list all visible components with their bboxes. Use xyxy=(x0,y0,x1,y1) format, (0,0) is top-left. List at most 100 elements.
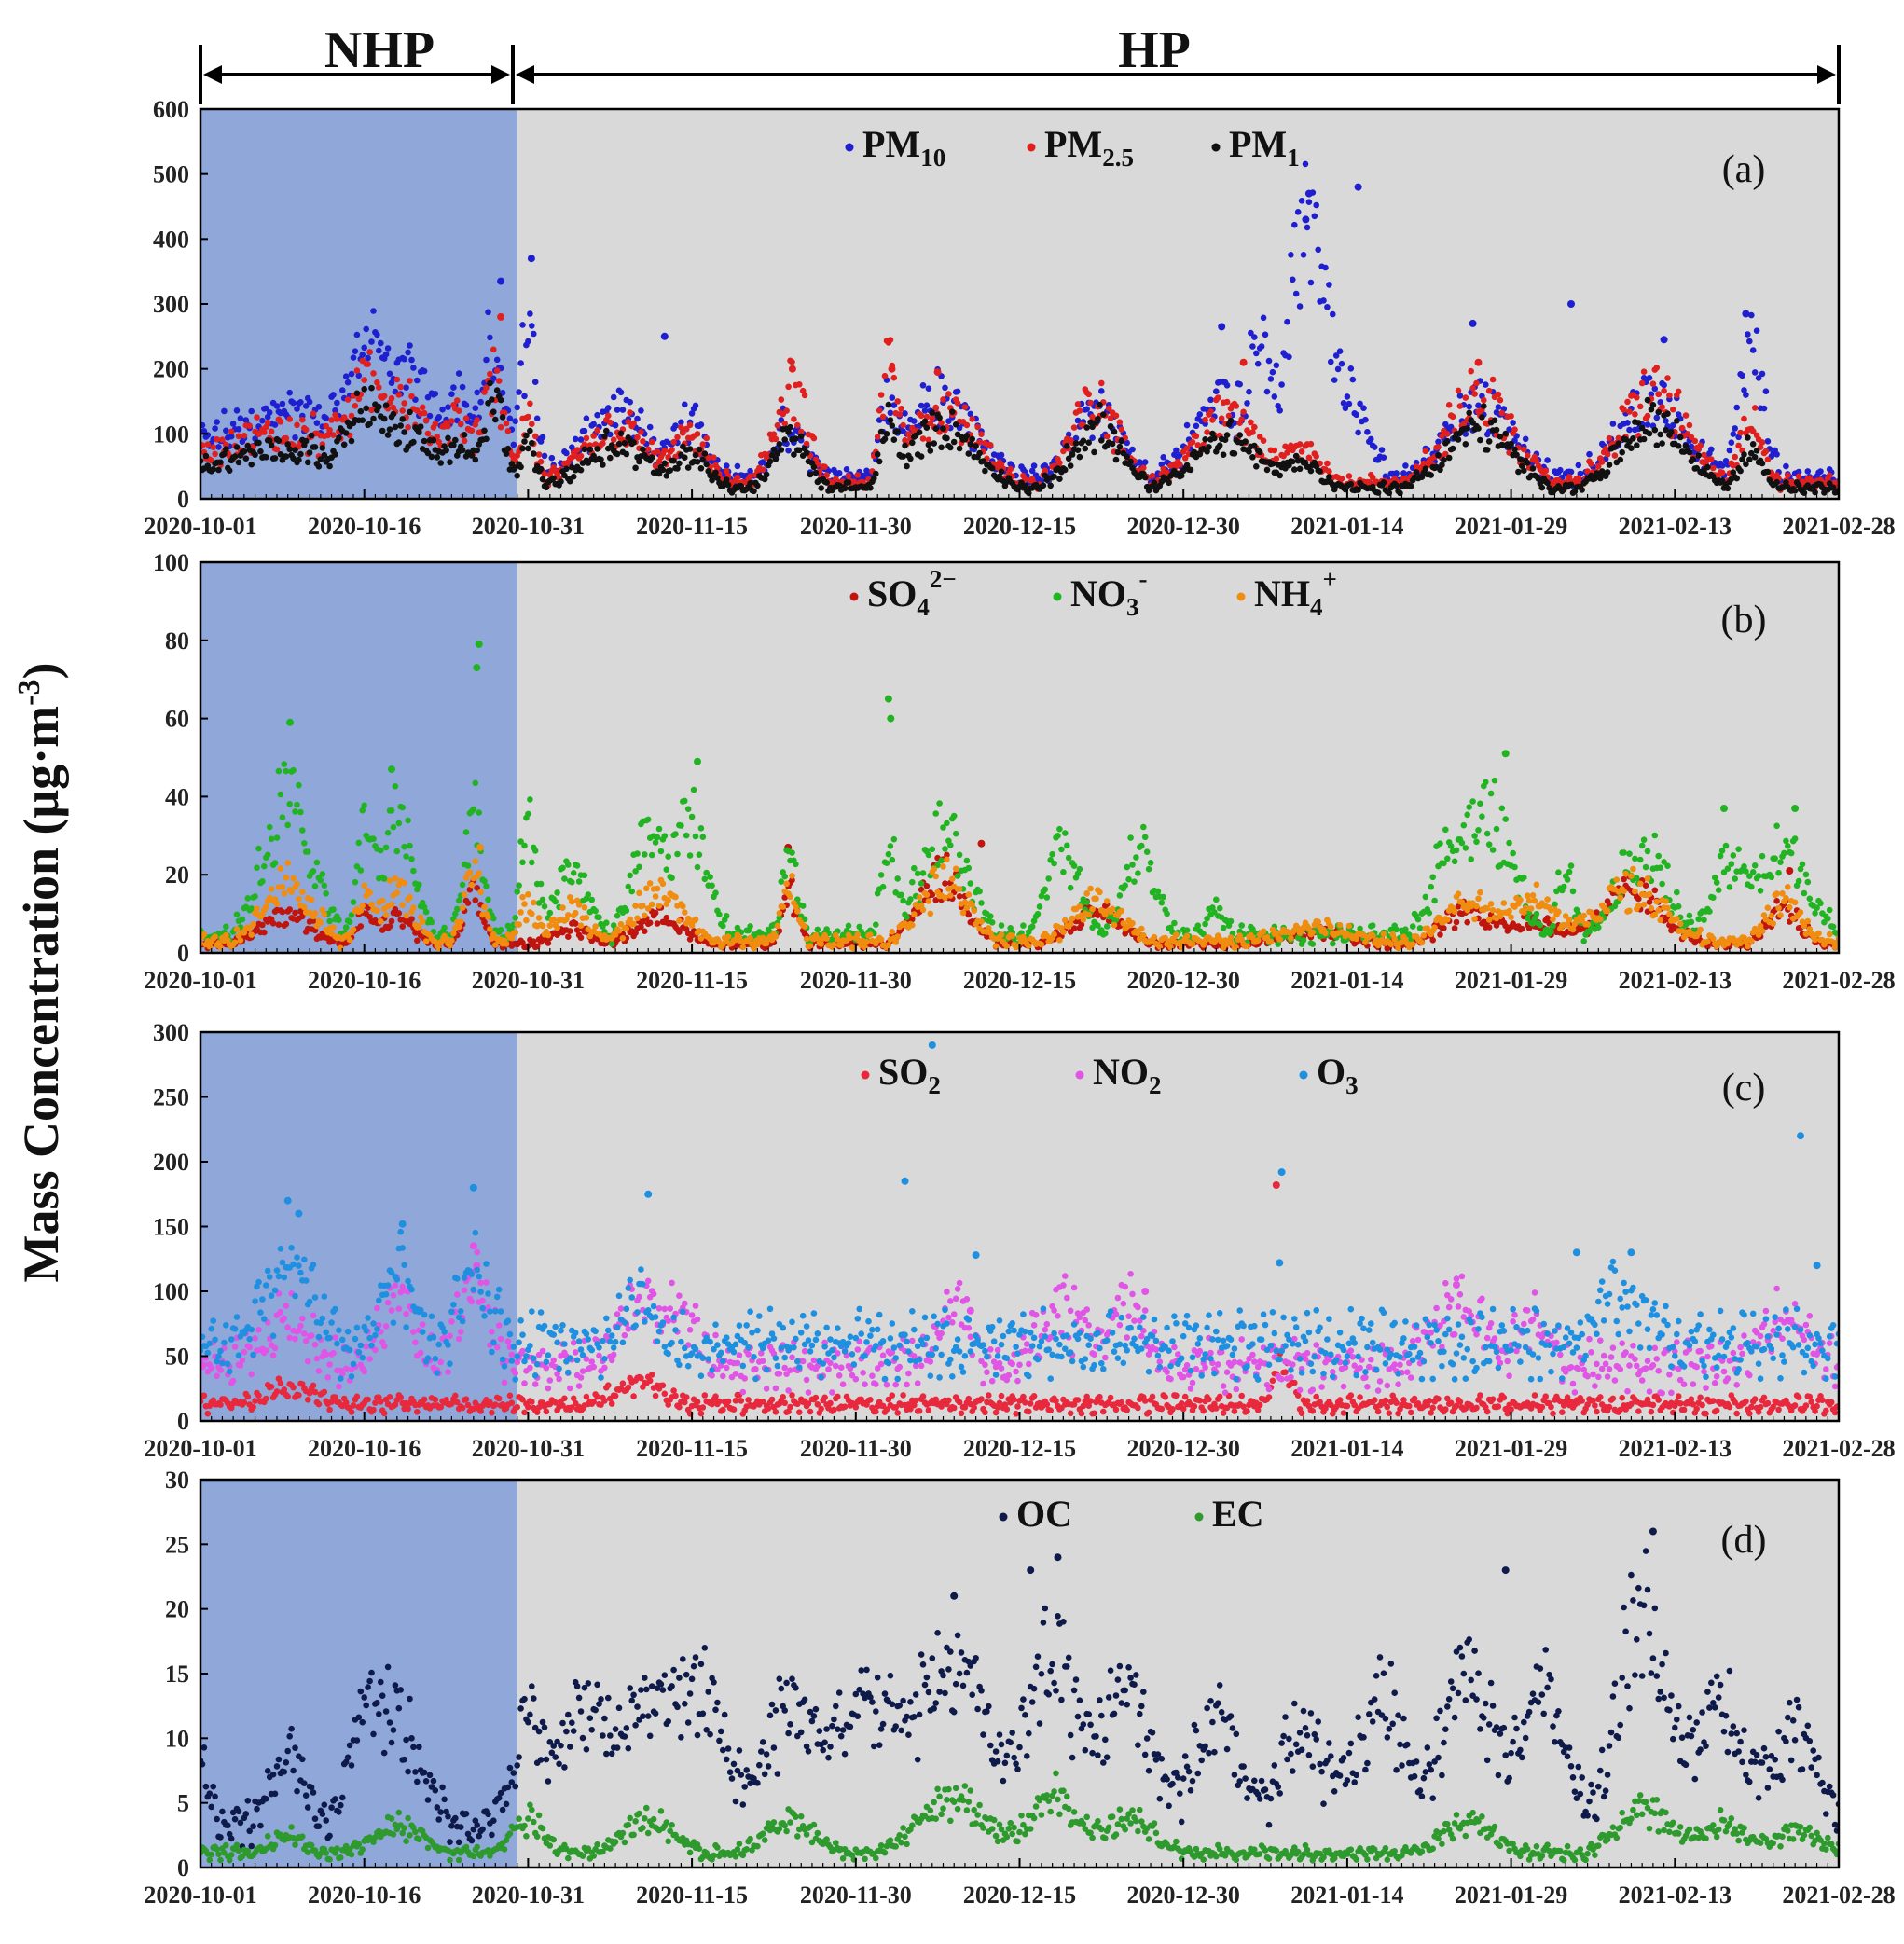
point xyxy=(1525,925,1533,931)
point xyxy=(919,382,927,389)
point xyxy=(410,438,417,446)
point xyxy=(1640,836,1648,843)
point xyxy=(1288,252,1294,258)
point xyxy=(493,367,501,374)
point xyxy=(1124,439,1130,447)
spike-point xyxy=(497,277,505,285)
point xyxy=(403,853,409,860)
point xyxy=(1485,438,1493,445)
point xyxy=(1269,461,1276,467)
point xyxy=(1263,466,1271,474)
point xyxy=(223,446,229,453)
point xyxy=(226,467,233,475)
point xyxy=(1204,915,1210,922)
point xyxy=(1533,910,1540,917)
point xyxy=(1085,439,1092,447)
point xyxy=(1127,458,1134,465)
point xyxy=(405,349,411,356)
point xyxy=(1772,855,1778,862)
point xyxy=(885,850,892,858)
point xyxy=(1193,422,1200,430)
point xyxy=(699,441,707,448)
point xyxy=(410,867,417,875)
y-axis-title: Mass Concentration (μg·m-3) xyxy=(12,663,69,1283)
point xyxy=(623,450,630,458)
point xyxy=(1422,448,1429,455)
point xyxy=(1089,413,1096,421)
point xyxy=(294,880,300,888)
point xyxy=(1072,440,1080,447)
point xyxy=(617,430,625,437)
point xyxy=(596,914,602,921)
point xyxy=(644,446,652,453)
point xyxy=(925,851,932,859)
point xyxy=(889,856,896,863)
point xyxy=(357,923,365,930)
point xyxy=(701,875,709,883)
point xyxy=(1324,304,1331,310)
point xyxy=(942,384,948,392)
point xyxy=(1777,859,1784,865)
point xyxy=(550,475,557,482)
point xyxy=(565,933,572,940)
point xyxy=(296,781,302,789)
point xyxy=(299,913,306,920)
point xyxy=(336,434,342,441)
point xyxy=(585,891,592,898)
point xyxy=(1491,777,1498,784)
point xyxy=(306,449,313,456)
point xyxy=(652,462,659,470)
point xyxy=(1256,434,1263,440)
point xyxy=(1640,368,1648,376)
point xyxy=(563,449,570,457)
point xyxy=(963,421,971,429)
point xyxy=(1065,854,1072,862)
point xyxy=(1759,460,1766,467)
point xyxy=(531,450,537,457)
point xyxy=(909,439,916,447)
point xyxy=(361,344,368,352)
point xyxy=(1269,368,1276,376)
point xyxy=(248,931,255,938)
point xyxy=(273,901,281,907)
point xyxy=(1328,358,1334,365)
point xyxy=(519,445,526,452)
point xyxy=(1460,421,1468,428)
point xyxy=(889,422,896,429)
point xyxy=(934,862,941,869)
point xyxy=(772,456,780,462)
point xyxy=(1451,925,1458,931)
point xyxy=(421,437,428,445)
point xyxy=(1483,447,1491,453)
point xyxy=(900,421,906,429)
point xyxy=(1223,398,1231,406)
point xyxy=(503,450,510,458)
point xyxy=(1710,894,1717,901)
point xyxy=(461,891,468,898)
point xyxy=(1051,473,1057,480)
point xyxy=(407,342,413,349)
point xyxy=(1661,381,1667,389)
point xyxy=(1575,462,1582,469)
point xyxy=(531,848,539,854)
point xyxy=(539,476,546,483)
nhp-arrow-left-head xyxy=(203,65,222,84)
point xyxy=(785,383,792,391)
x-tick-label: 2021-02-13 xyxy=(1619,513,1732,540)
point xyxy=(967,880,974,887)
point xyxy=(1089,434,1096,442)
point xyxy=(1330,310,1336,318)
legend-marker xyxy=(845,143,854,152)
point xyxy=(1706,908,1713,915)
point xyxy=(1331,377,1338,383)
point xyxy=(448,937,455,944)
point xyxy=(890,402,898,408)
point xyxy=(1189,438,1196,446)
hp-arrow-left-head xyxy=(516,65,534,84)
point xyxy=(1817,468,1824,475)
point xyxy=(590,433,597,439)
point xyxy=(452,436,459,444)
point xyxy=(1498,805,1506,812)
point xyxy=(1787,849,1795,857)
point xyxy=(395,392,403,398)
